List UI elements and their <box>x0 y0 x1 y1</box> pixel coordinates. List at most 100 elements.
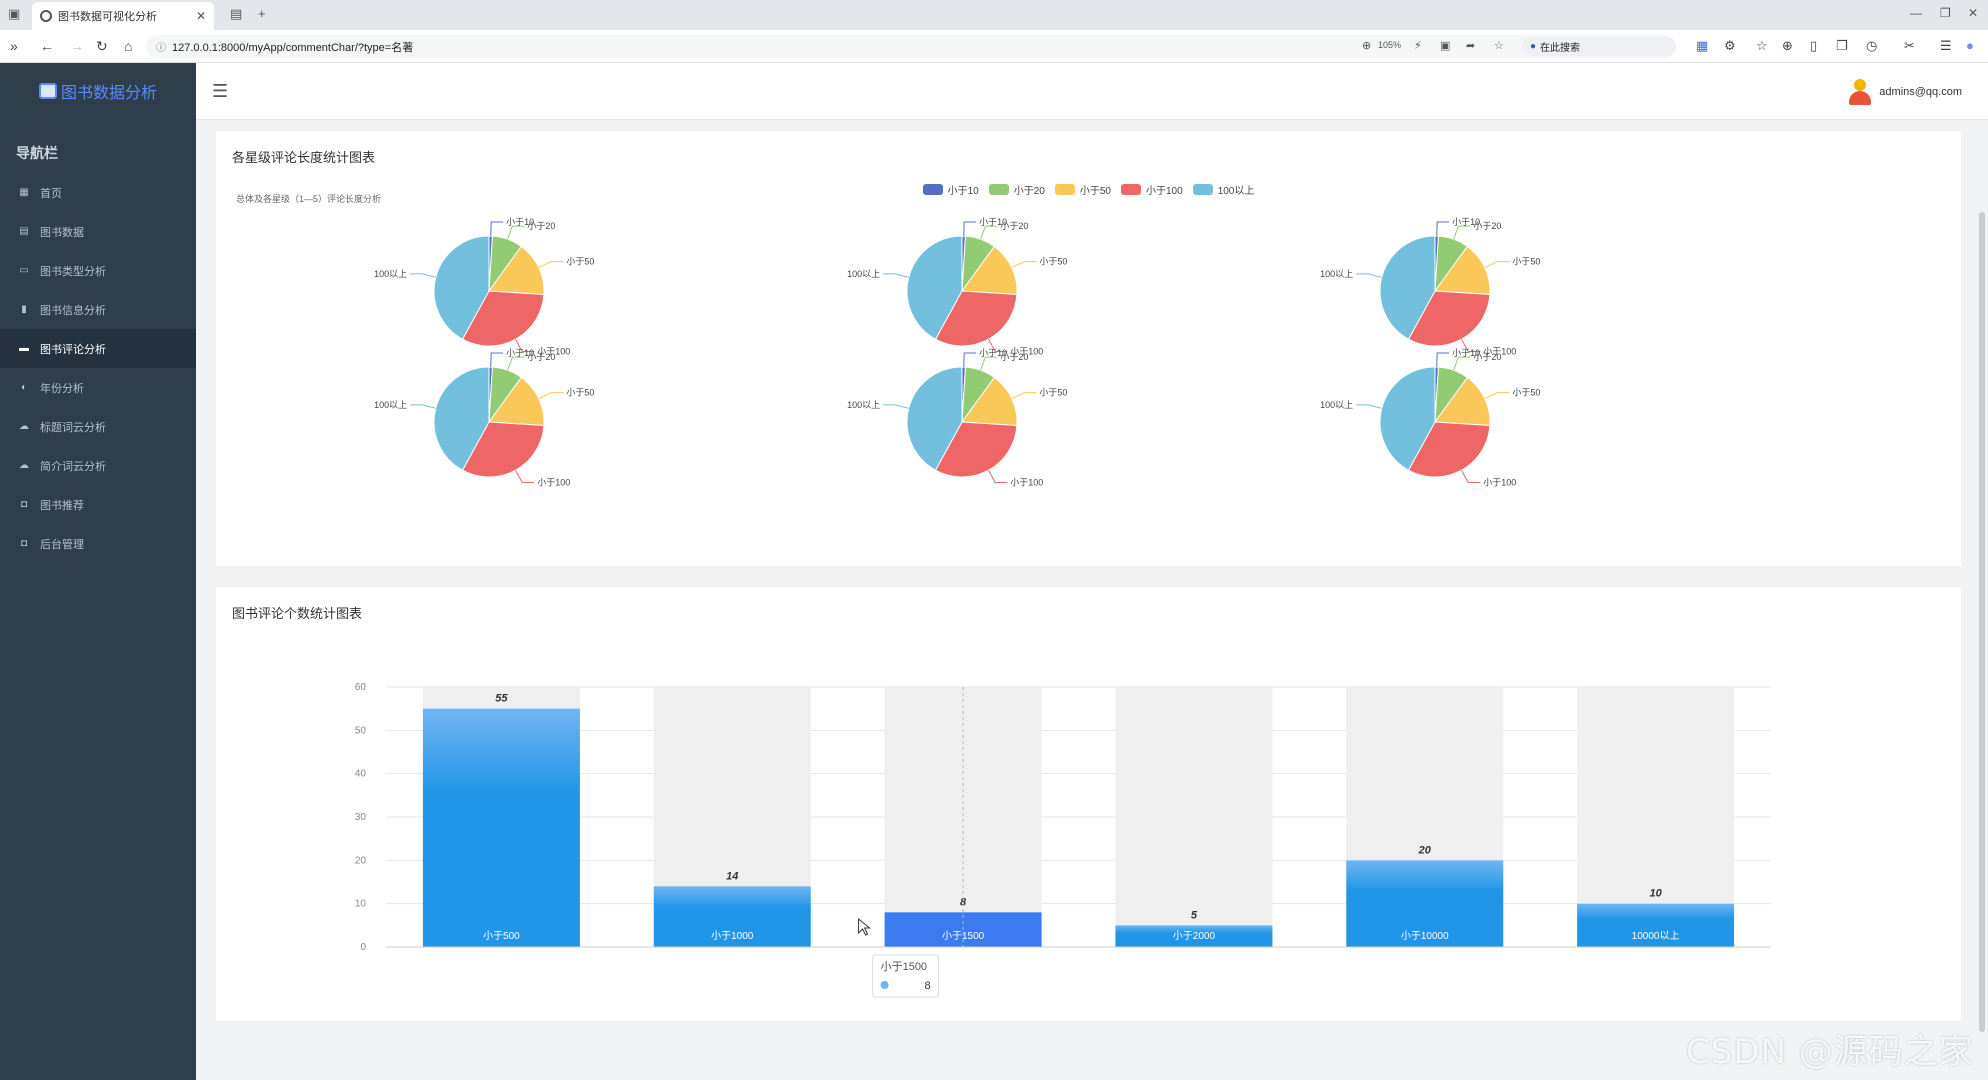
pie-label: 小于10 <box>506 348 534 358</box>
page-scrollbar[interactable] <box>1978 120 1986 1080</box>
sidebar-item-5[interactable]: ◐ 年份分析 <box>0 368 196 407</box>
pie-slice[interactable] <box>433 366 490 471</box>
sidebar-toggle-icon[interactable]: ▣ <box>8 6 21 21</box>
pie-slice[interactable] <box>488 376 545 426</box>
sidebar-item-label: 图书类型分析 <box>40 265 106 278</box>
zoom-icon[interactable]: ⊕ <box>1362 40 1372 52</box>
pie-slice[interactable] <box>461 290 545 347</box>
legend-item-2[interactable]: 小于50 <box>1054 182 1111 197</box>
sidebar-item-6[interactable]: ☁ 标题词云分析 <box>0 407 196 446</box>
forward-icon[interactable]: → <box>70 38 84 54</box>
sidebar-item-1[interactable]: ▤ 图书数据 <box>0 212 196 251</box>
bar-1[interactable] <box>653 886 811 947</box>
bookmark-star-icon[interactable]: ☆ <box>1494 40 1504 52</box>
pie-label-line <box>1011 261 1037 269</box>
search-input[interactable]: ● 在此搜索 <box>1522 37 1676 56</box>
close-window-icon[interactable]: ✕ <box>1968 6 1979 20</box>
extensions-icon[interactable]: ⚙ <box>1724 38 1736 53</box>
expand-icon[interactable]: » <box>10 38 18 54</box>
pie-label-line <box>490 352 504 368</box>
sidebar-item-label: 首页 <box>40 187 62 200</box>
mouse-cursor-icon <box>858 917 871 936</box>
tab-group-icon[interactable]: ▤ <box>230 6 243 21</box>
scrollbar-thumb[interactable] <box>1979 212 1985 1032</box>
profile-icon[interactable]: ● <box>1966 38 1974 53</box>
legend-item-4[interactable]: 100以上 <box>1192 182 1254 197</box>
search-engine-icon[interactable]: ● <box>1530 41 1537 52</box>
share-icon[interactable]: ➦ <box>1466 40 1476 52</box>
pie-label: 小于20 <box>1000 352 1028 362</box>
legend-item-3[interactable]: 小于100 <box>1121 182 1183 197</box>
bar-0[interactable] <box>422 708 580 947</box>
pie-label: 100以上 <box>374 400 407 410</box>
pie-label: 小于100 <box>1483 346 1516 356</box>
phone-icon[interactable]: ▯ <box>1810 38 1818 53</box>
pie-label: 小于100 <box>537 477 570 487</box>
browser-tab[interactable]: 图书数据可视化分析 ✕ <box>32 2 214 30</box>
pie-slice[interactable] <box>488 245 545 295</box>
download-icon[interactable]: ⊕ <box>1782 38 1793 53</box>
new-tab-icon[interactable]: + <box>258 6 266 21</box>
sidebar-item-7[interactable]: ☁ 简介词云分析 <box>0 446 196 485</box>
browser-tab-bar: ▣ 图书数据可视化分析 ✕ ▤ + — ❐ ✕ <box>0 0 1988 30</box>
pie-label: 小于100 <box>1483 477 1516 487</box>
menu-icon[interactable]: ☰ <box>1940 38 1952 53</box>
favorites-icon[interactable]: ☆ <box>1756 38 1768 53</box>
sidebar-item-4[interactable]: ▬ 图书评论分析 <box>0 329 196 368</box>
bar-value-label: 5 <box>1191 909 1198 921</box>
pie-label: 小于50 <box>566 257 594 267</box>
bar-4[interactable] <box>1346 860 1504 947</box>
brand[interactable]: 图书数据分析 <box>0 63 196 119</box>
brand-logo-icon <box>38 83 57 99</box>
reload-icon[interactable]: ↻ <box>96 38 108 54</box>
sidebar-item-3[interactable]: ▮ 图书信息分析 <box>0 290 196 329</box>
legend-item-0[interactable]: 小于10 <box>922 182 979 197</box>
bar-5[interactable] <box>1577 903 1735 947</box>
sidebar-item-9[interactable]: ◘ 后台管理 <box>0 524 196 563</box>
pie-label: 小于20 <box>1000 221 1028 231</box>
legend-item-1[interactable]: 小于20 <box>988 182 1045 197</box>
site-info-icon[interactable]: ⓘ <box>156 43 166 54</box>
history-icon[interactable]: ◷ <box>1866 38 1878 53</box>
pie-slice[interactable] <box>934 421 1018 478</box>
sidebar-item-8[interactable]: ◘ 图书推荐 <box>0 485 196 524</box>
lightning-icon[interactable]: ⚡ <box>1414 40 1422 52</box>
sidebar-item-2[interactable]: ▭ 图书类型分析 <box>0 251 196 290</box>
calendar-icon: ▤ <box>19 226 29 237</box>
pie-label-line <box>1484 261 1510 269</box>
pie-slice[interactable] <box>906 235 963 340</box>
pie-slice[interactable] <box>461 421 545 478</box>
translate-icon[interactable]: ▦ <box>1696 38 1709 53</box>
pie-chart-subtitle: 总体及各星级（1—5）评论长度分析 <box>236 194 382 204</box>
pie-slice[interactable] <box>906 366 963 471</box>
back-icon[interactable]: ← <box>40 38 54 54</box>
print-icon: ▭ <box>19 265 29 276</box>
pie-slice[interactable] <box>1434 245 1491 295</box>
user-menu[interactable]: admins@qq.com <box>1849 79 1962 105</box>
url-text: 127.0.0.1:8000/myApp/commentChar/?type=名… <box>172 41 414 54</box>
bar-value-label: 55 <box>495 693 508 705</box>
pie-slice[interactable] <box>961 376 1018 426</box>
collections-icon[interactable]: ❐ <box>1836 38 1848 53</box>
bar-category-label: 小于10000 <box>1401 930 1449 942</box>
bar-3[interactable] <box>1115 925 1273 947</box>
screenshot-icon[interactable]: ✂ <box>1904 38 1915 53</box>
bar-value-label: 10 <box>1649 888 1662 900</box>
reader-icon[interactable]: ▣ <box>1440 40 1451 52</box>
url-input[interactable]: ⓘ 127.0.0.1:8000/myApp/commentChar/?type… <box>146 35 1676 58</box>
pie-slice[interactable] <box>934 290 1018 347</box>
minimize-icon[interactable]: — <box>1910 6 1922 20</box>
home-icon[interactable]: ⌂ <box>124 38 133 54</box>
sidebar-item-0[interactable]: ▦ 首页 <box>0 173 196 212</box>
pie-label-line <box>1356 404 1382 409</box>
pie-slice[interactable] <box>1434 376 1491 426</box>
pie-label-line <box>963 221 977 237</box>
pie-slice[interactable] <box>433 235 490 340</box>
hamburger-menu-icon[interactable]: ☰ <box>212 81 229 101</box>
pie-slice[interactable] <box>961 245 1018 295</box>
close-tab-icon[interactable]: ✕ <box>195 9 206 23</box>
pie-label-line <box>507 356 525 371</box>
restore-icon[interactable]: ❐ <box>1940 6 1951 20</box>
